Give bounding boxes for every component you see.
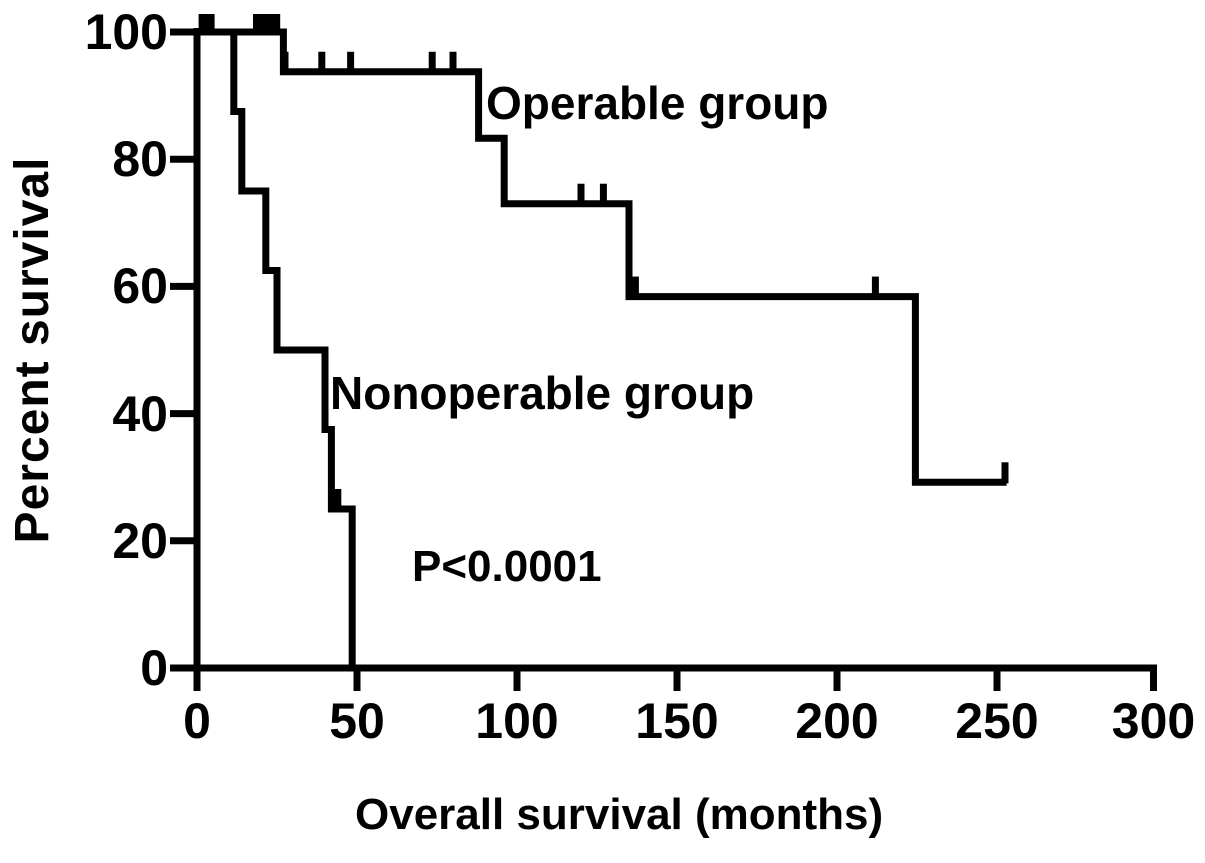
p-value-annotation: P<0.0001 bbox=[412, 542, 602, 591]
y-tick-label: 40 bbox=[112, 385, 168, 442]
y-tick-label: 0 bbox=[140, 640, 168, 696]
x-tick-label: 300 bbox=[1111, 693, 1196, 749]
x-tick-label: 50 bbox=[329, 693, 385, 749]
y-tick-label: 60 bbox=[112, 258, 168, 315]
y-tick-label: 20 bbox=[112, 512, 168, 569]
x-tick-label: 100 bbox=[475, 693, 559, 749]
x-axis-title: Overall survival (months) bbox=[355, 790, 884, 839]
y-tick-label: 100 bbox=[84, 4, 168, 60]
series-label-operable: Operable group bbox=[486, 77, 829, 129]
censor-square bbox=[264, 14, 281, 34]
y-axis-title: Percent survival bbox=[6, 156, 59, 544]
x-tick-label: 0 bbox=[183, 693, 211, 749]
x-tick-label: 200 bbox=[795, 693, 879, 749]
y-tick-label: 80 bbox=[112, 131, 168, 188]
x-tick-label: 150 bbox=[635, 693, 719, 749]
series-label-nonoperable: Nonoperable group bbox=[330, 367, 755, 419]
km-curve bbox=[197, 28, 356, 668]
x-tick-label: 250 bbox=[955, 693, 1039, 749]
